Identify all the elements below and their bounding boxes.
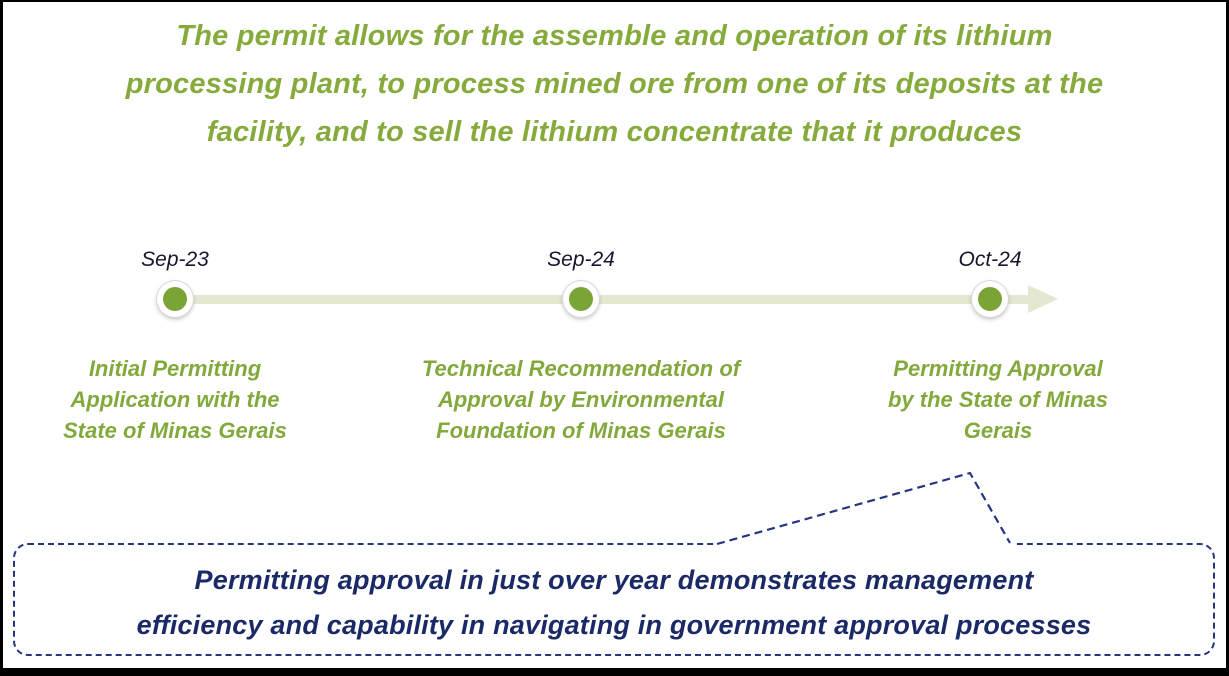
milestone-label-line: Application with the [70, 387, 280, 412]
milestone-label: Permitting Approval by the State of Mina… [843, 353, 1153, 446]
callout-line: Permitting approval in just over year de… [194, 565, 1034, 595]
milestone-label-line: Permitting Approval [893, 356, 1103, 381]
milestone-label-line: Approval by Environmental [437, 387, 725, 412]
milestone-dot-icon [157, 281, 193, 317]
milestone-label: Technical Recommendation of Approval by … [371, 353, 791, 446]
milestone-dot-icon [563, 281, 599, 317]
milestone-label-line: by the State of Minas [887, 387, 1109, 412]
milestone-date: Sep-24 [547, 248, 615, 271]
title-line: facility, and to sell the lithium concen… [206, 116, 1023, 148]
milestone-label: Initial Permitting Application with the … [15, 353, 335, 446]
milestone-label-line: Technical Recommendation of [421, 356, 741, 381]
milestone-date: Oct-24 [958, 248, 1022, 271]
page-title: The permit allows for the assemble and o… [3, 12, 1226, 156]
milestone-dot-icon [972, 281, 1008, 317]
arrow-right-icon [1028, 285, 1058, 313]
milestone-label-line: Foundation of Minas Gerais [436, 418, 726, 443]
title-line: The permit allows for the assemble and o… [176, 20, 1053, 52]
milestone-dot-core [569, 287, 593, 311]
callout-box: Permitting approval in just over year de… [13, 543, 1215, 656]
title-line: processing plant, to process mined ore f… [125, 68, 1104, 100]
milestone-label-line: Gerais [963, 418, 1033, 443]
milestone-label-line: Initial Permitting [88, 356, 262, 381]
milestone-dot-core [163, 287, 187, 311]
milestone-label-line: State of Minas Gerais [63, 418, 287, 443]
timeline-bar [175, 295, 1030, 304]
callout-line: efficiency and capability in navigating … [136, 610, 1092, 640]
milestone-date: Sep-23 [141, 248, 209, 271]
milestone-dot-core [978, 287, 1002, 311]
